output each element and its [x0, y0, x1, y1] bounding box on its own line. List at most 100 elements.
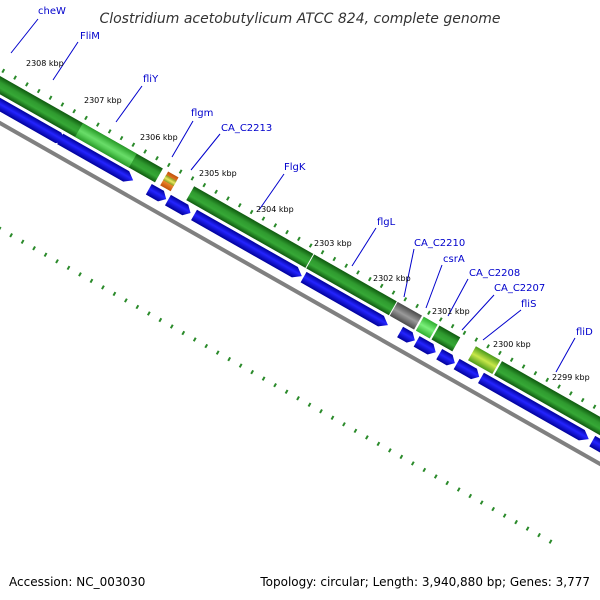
tick-dot — [178, 169, 183, 174]
tick-dot — [131, 142, 136, 148]
tick-dot — [433, 474, 438, 479]
gene-label-flgl: flgL — [377, 217, 396, 228]
tick-dot — [25, 82, 29, 87]
tick-dot — [297, 236, 301, 242]
tick-dot — [491, 506, 496, 512]
tick-dot — [330, 415, 335, 421]
tick-dot — [273, 382, 277, 388]
tick-dot — [533, 370, 538, 376]
tick-dot — [525, 526, 530, 531]
gene-label-fliy: fliY — [143, 74, 159, 85]
kbp-label: 2304 kbp — [256, 205, 294, 214]
tick-dot — [9, 232, 13, 238]
tick-dot — [445, 480, 450, 486]
tick-dot — [353, 428, 358, 434]
tick-dot — [548, 539, 553, 544]
leader-line — [351, 227, 377, 267]
kbp-label: 2302 kbp — [373, 274, 411, 283]
tick-dot — [422, 467, 427, 473]
tick-dot — [569, 391, 573, 396]
tick-dot — [479, 500, 484, 505]
orf-arrow — [413, 336, 436, 355]
tick-dot — [284, 389, 289, 394]
orf-arrows — [0, 90, 600, 462]
cds-block — [468, 346, 501, 375]
tick-dot — [96, 122, 100, 127]
kbp-label: 2303 kbp — [314, 239, 352, 248]
orf-arrow — [191, 209, 302, 278]
tick-dot — [415, 303, 419, 309]
tick-dot — [388, 448, 392, 453]
tick-dot — [427, 310, 431, 315]
label-leaders — [10, 18, 576, 373]
gene-labels: cheW FliM fliY flgm CA_C2213 FlgK flgL C… — [38, 6, 593, 338]
tick-dot — [521, 364, 526, 369]
tick-dot — [332, 256, 337, 262]
tick-dot — [250, 369, 254, 375]
orf-arrow — [164, 194, 191, 216]
tick-dot — [84, 115, 88, 121]
gene-label-ca-c2208: CA_C2208 — [469, 268, 520, 279]
tick-dot — [307, 402, 312, 407]
tick-dot — [537, 532, 541, 538]
tick-dot — [468, 493, 473, 499]
tick-dot — [158, 317, 163, 323]
leader-line — [52, 41, 79, 81]
gene-label-csra: csrA — [443, 254, 465, 265]
orf-arrow — [477, 372, 589, 441]
tick-dot — [379, 283, 384, 289]
tick-dot — [124, 298, 128, 303]
leader-line — [403, 248, 415, 298]
tick-dot — [143, 149, 148, 154]
tick-dot — [474, 337, 479, 342]
kbp-label: 2307 kbp — [84, 96, 122, 105]
tick-dot — [514, 519, 518, 525]
tick-dot — [227, 356, 232, 362]
tick-dot — [32, 246, 36, 251]
orf-arrow — [453, 358, 480, 380]
cds-block — [415, 316, 438, 339]
tick-dot — [261, 376, 266, 381]
gene-label-flid: fliD — [576, 327, 593, 338]
tick-dot — [367, 276, 372, 282]
map-title: Clostridium acetobutylicum ATCC 824, com… — [99, 11, 500, 27]
gene-label-ca-c2207: CA_C2207 — [494, 283, 545, 294]
tick-dot — [202, 182, 207, 188]
kbp-label: 2308 kbp — [26, 59, 64, 68]
leader-line — [482, 309, 522, 341]
tick-dot — [285, 229, 289, 235]
leader-line — [10, 18, 39, 54]
tick-dot — [43, 252, 48, 258]
tick-dot — [296, 395, 300, 401]
leader-line — [461, 294, 495, 331]
orf-arrow — [300, 271, 388, 327]
orf-arrow — [397, 326, 415, 343]
tick-dot — [320, 250, 325, 255]
tick-dot — [20, 239, 25, 244]
leader-line — [447, 278, 469, 317]
accession-text: Accession: NC_003030 — [9, 575, 145, 589]
kbp-label: 2306 kbp — [140, 133, 178, 142]
tick-dot — [344, 263, 349, 268]
tick-dot — [169, 324, 174, 329]
tick-dot — [107, 129, 112, 134]
tick-dot — [261, 216, 266, 221]
tick-dot — [0, 226, 2, 231]
tick-dot — [1, 68, 6, 74]
gene-label-flis: fliS — [521, 299, 536, 310]
leader-line — [115, 85, 143, 123]
tick-dot — [55, 259, 59, 264]
genome-track — [0, 68, 600, 544]
topology-summary: Topology: circular; Length: 3,940,880 bp… — [259, 575, 590, 589]
tick-dot — [72, 108, 77, 114]
tick-dot — [545, 377, 550, 383]
tick-dot — [146, 311, 151, 316]
tick-dot — [502, 513, 507, 518]
tick-dot — [391, 290, 396, 295]
tick-dot — [135, 304, 140, 310]
tick-dot — [89, 278, 94, 284]
tick-dot — [509, 357, 514, 362]
tick-dot — [13, 75, 17, 80]
orf-arrow — [436, 348, 455, 366]
